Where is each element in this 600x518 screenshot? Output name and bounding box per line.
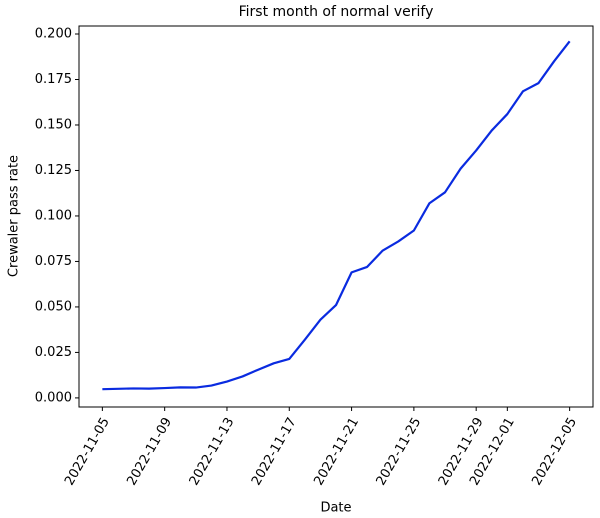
x-axis-label: Date	[320, 501, 351, 516]
y-tick-label: 0.050	[35, 299, 72, 314]
y-tick-label: 0.100	[35, 208, 72, 223]
chart-title: First month of normal verify	[239, 4, 434, 20]
y-tick-label: 0.175	[35, 72, 72, 87]
y-tick-label: 0.125	[35, 163, 72, 178]
x-tick-label: 2022-11-09	[124, 415, 175, 488]
x-tick-label: 2022-11-21	[311, 415, 362, 488]
plot-frame	[78, 25, 594, 408]
x-tick-label: 2022-12-05	[529, 415, 580, 488]
x-tick-label: 2022-11-17	[249, 415, 300, 488]
x-tick-label: 2022-11-25	[374, 415, 425, 488]
y-tick-label: 0.075	[35, 254, 72, 269]
y-tick-label: 0.025	[35, 345, 72, 360]
y-tick-label: 0.000	[35, 390, 72, 405]
y-axis-label: Crewaler pass rate	[7, 155, 22, 277]
y-tick-label: 0.150	[35, 117, 72, 132]
y-tick-label: 0.200	[35, 27, 72, 42]
x-tick-label: 2022-11-13	[187, 415, 238, 488]
x-tick-label: 2022-11-05	[62, 415, 113, 488]
data-line	[102, 40, 571, 391]
